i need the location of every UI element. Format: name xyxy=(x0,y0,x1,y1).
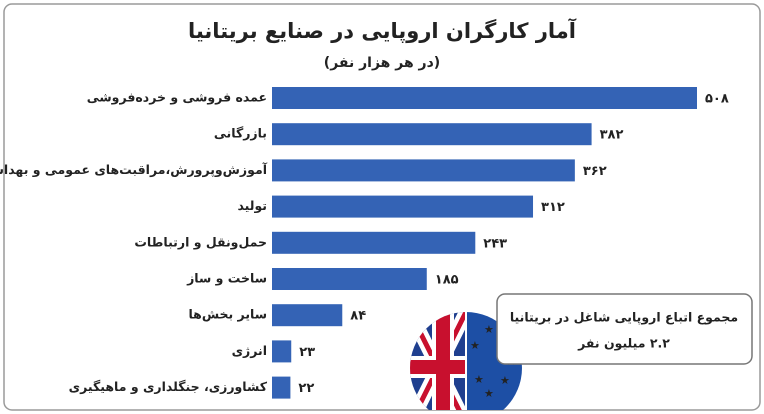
value-label: ۳۶۲ xyxy=(583,164,607,179)
category-label: تولید xyxy=(237,198,267,213)
svg-text:★: ★ xyxy=(484,323,494,336)
bar xyxy=(272,123,592,146)
value-label: ۲۴۳ xyxy=(483,236,507,251)
value-label: ۲۲ xyxy=(298,381,314,396)
category-label: بازرگانی xyxy=(214,126,267,141)
value-label: ۳۸۲ xyxy=(600,128,624,143)
category-label: کشاورزی، جنگلداری و ماهیگیری xyxy=(69,379,268,394)
flag: ★★★ ★★★★ xyxy=(410,312,522,410)
value-label: ۸۴ xyxy=(350,309,366,324)
value-label: ۲۳ xyxy=(299,345,315,360)
chart-title: آمار کارگران اروپایی در صنایع بریتانیا xyxy=(188,18,577,43)
bar xyxy=(272,268,427,290)
bar xyxy=(272,304,343,327)
category-label: سایر بخش‌ها xyxy=(188,307,267,322)
value-label: ۱۸۵ xyxy=(435,273,459,288)
svg-text:★: ★ xyxy=(500,374,510,387)
bar xyxy=(272,340,292,363)
annotation-title: مجموع اتباع اروپایی شاغل در بریتانیا xyxy=(510,310,738,325)
svg-text:★: ★ xyxy=(470,339,480,352)
chart-subtitle: (در هر هزار نفر) xyxy=(324,55,440,71)
category-label: حمل‌ونقل و ارتباطات xyxy=(134,234,267,249)
bar xyxy=(272,87,697,109)
category-label: عمده فروشی و خرده‌فروشی xyxy=(87,90,267,105)
value-label: ۵۰۸ xyxy=(705,92,729,107)
svg-text:★: ★ xyxy=(484,387,494,400)
annotation-text: ۲.۲ میلیون نفر xyxy=(577,336,670,351)
bar xyxy=(272,376,291,399)
category-label: انرژی xyxy=(232,343,267,358)
category-label: آموزش‌وپرورش،مراقبت‌های عمومی و بهداشت xyxy=(0,162,268,177)
value-label: ۳۱۲ xyxy=(541,200,565,215)
bar xyxy=(272,159,575,182)
bar xyxy=(272,195,534,218)
annotation-box xyxy=(496,293,753,365)
svg-text:★: ★ xyxy=(474,373,484,386)
category-label: ساخت و ساز xyxy=(186,271,267,286)
bar xyxy=(272,231,476,254)
